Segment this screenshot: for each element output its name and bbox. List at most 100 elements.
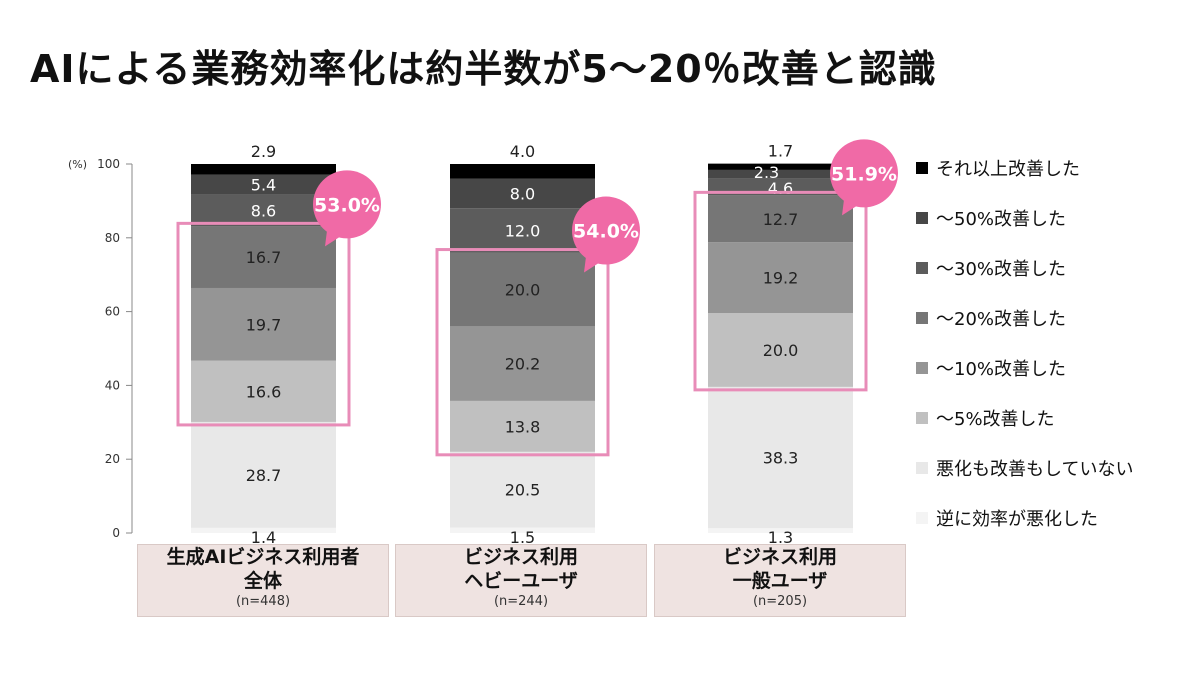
data-label: 20.0	[505, 280, 541, 299]
y-tick-label: 80	[105, 231, 120, 245]
bar-segment	[191, 287, 336, 361]
data-label: 19.2	[763, 269, 799, 288]
data-label: 13.8	[505, 417, 541, 436]
bar-segment	[450, 451, 595, 528]
legend-label: ～10%改善した	[936, 359, 1067, 380]
legend-label: 悪化も改善もしていない	[936, 459, 1134, 480]
bar-segment	[191, 226, 336, 288]
callout-value: 54.0%	[573, 221, 639, 243]
legend-label: それ以上改善した	[936, 159, 1080, 180]
highlight-box	[435, 248, 610, 457]
legend-item: ～20%改善した	[916, 305, 1066, 331]
legend-item: ～30%改善した	[916, 255, 1066, 281]
category-label-box: 生成AIビジネス利用者 全体 (n=448)	[137, 544, 389, 617]
y-tick-label: 0	[112, 526, 120, 540]
category-label-line: 全体	[243, 570, 282, 592]
data-label: 8.6	[251, 201, 276, 220]
callout-bubble	[572, 196, 640, 265]
data-label: 1.5	[510, 528, 535, 547]
data-label: 1.4	[251, 528, 276, 547]
bar-segment	[708, 313, 853, 387]
bar-segment	[450, 252, 595, 327]
legend-item: 悪化も改善もしていない	[916, 455, 1133, 481]
bar-segment	[191, 174, 336, 195]
data-label: 28.7	[246, 466, 282, 485]
legend-item: ～10%改善した	[916, 355, 1066, 381]
data-label: 38.3	[763, 449, 799, 468]
bar-segment	[708, 163, 853, 170]
category-label-line: ヘビーユーザ	[464, 570, 578, 592]
bar-segment	[450, 164, 595, 179]
legend-label: ～30%改善した	[936, 259, 1067, 280]
bar-segment	[708, 528, 853, 533]
callout-value: 51.9%	[831, 163, 897, 185]
page-title: AIによる業務効率化は約半数が5～20％改善と認識	[30, 47, 937, 91]
bar-segment	[450, 178, 595, 209]
bar-segment	[191, 527, 336, 533]
legend-label: ～5%改善した	[936, 409, 1055, 430]
y-tick-label: 40	[105, 378, 120, 392]
bar-segment	[450, 527, 595, 533]
bar-segment	[708, 195, 853, 243]
data-label: 16.7	[246, 248, 282, 267]
category-label-line: ビジネス利用	[722, 546, 837, 568]
legend-swatch	[916, 262, 928, 274]
bar-segment	[450, 400, 595, 452]
legend-label: ～20%改善した	[936, 309, 1067, 330]
data-label: 2.3	[754, 163, 779, 182]
category-label-box: ビジネス利用 ヘビーユーザ (n=244)	[395, 544, 647, 617]
data-label: 20.2	[505, 355, 541, 374]
legend-item: それ以上改善した	[916, 155, 1080, 181]
bar-segment	[450, 326, 595, 401]
bar-segment	[191, 360, 336, 422]
legend-item: ～50%改善した	[916, 205, 1066, 231]
legend-swatch	[916, 162, 928, 174]
bar-segment	[450, 208, 595, 253]
legend-item: ～5%改善した	[916, 405, 1055, 431]
highlight-box	[693, 190, 868, 392]
legend-label: 逆に効率が悪化した	[936, 509, 1098, 530]
bar-segment	[191, 194, 336, 227]
data-label: 4.0	[510, 142, 535, 161]
legend-item: 逆に効率が悪化した	[916, 505, 1098, 531]
category-label-line: ビジネス利用	[463, 546, 578, 568]
y-tick-label: 60	[105, 305, 120, 319]
legend-swatch	[916, 512, 928, 524]
callout-bubble	[830, 139, 898, 208]
data-label: 20.5	[505, 481, 541, 500]
data-label: 1.3	[768, 528, 793, 547]
data-label: 20.0	[763, 341, 799, 360]
data-label: 8.0	[510, 185, 535, 204]
y-axis-label: (%)	[68, 158, 87, 171]
data-label: 16.6	[246, 382, 282, 401]
legend-swatch	[916, 412, 928, 424]
legend-label: ～50%改善した	[936, 209, 1067, 230]
callout-bubble	[313, 170, 381, 239]
data-label: 1.7	[768, 142, 793, 161]
category-sample-size: (n=205)	[752, 594, 808, 609]
legend-swatch	[916, 362, 928, 374]
y-tick-label: 20	[105, 452, 120, 466]
callout-value: 53.0%	[314, 194, 380, 216]
data-label: 5.4	[251, 176, 276, 195]
data-label: 2.9	[251, 142, 276, 161]
category-label-line: 一般ユーザ	[732, 570, 828, 592]
y-tick-label: 100	[97, 157, 120, 171]
category-sample-size: (n=448)	[235, 594, 291, 609]
bar-segment	[191, 421, 336, 528]
data-label: 12.0	[505, 221, 541, 240]
data-label: 12.7	[763, 210, 799, 229]
highlight-box	[176, 221, 351, 427]
bar-segment	[191, 164, 336, 175]
legend-swatch	[916, 312, 928, 324]
data-label: 19.7	[246, 315, 282, 334]
legend-swatch	[916, 212, 928, 224]
category-sample-size: (n=244)	[493, 594, 549, 609]
category-label-box: ビジネス利用 一般ユーザ (n=205)	[654, 544, 906, 617]
bar-segment	[708, 242, 853, 314]
bar-segment	[708, 169, 853, 179]
category-label-line: 生成AIビジネス利用者	[166, 546, 360, 568]
bar-segment	[708, 386, 853, 529]
legend-swatch	[916, 462, 928, 474]
